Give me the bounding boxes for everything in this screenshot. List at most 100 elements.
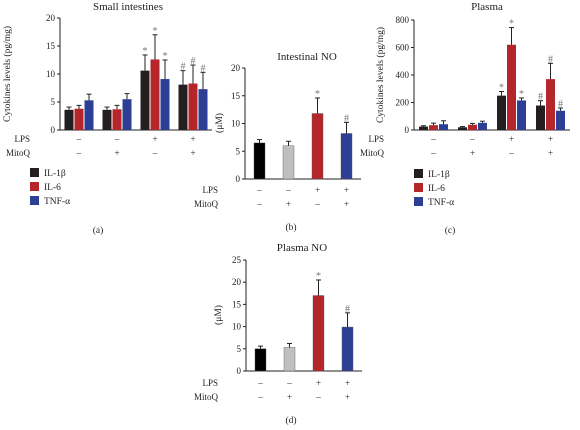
significance-mark: * <box>316 271 321 282</box>
significance-mark: * <box>499 83 504 94</box>
legend-swatch <box>30 196 39 205</box>
bar <box>198 89 208 130</box>
lps-sign: – <box>430 134 436 144</box>
bar <box>458 127 467 130</box>
y-tick-label: 600 <box>396 43 410 53</box>
bar <box>497 95 506 130</box>
legend-label: IL-6 <box>44 183 61 193</box>
bar <box>311 113 324 180</box>
bar <box>150 59 160 130</box>
y-tick-label: 25 <box>232 255 242 265</box>
bar <box>178 84 188 130</box>
panel-label: (a) <box>93 225 104 236</box>
chart-title: Intestinal NO <box>277 51 337 63</box>
y-tick-label: 15 <box>231 91 241 101</box>
significance-mark: # <box>344 113 349 124</box>
significance-mark: # <box>548 54 553 65</box>
bar <box>253 142 266 180</box>
mitoq-row-label: MitoQ <box>194 392 219 402</box>
lps-sign: + <box>315 185 320 195</box>
legend-swatch <box>414 183 423 192</box>
significance-mark: # <box>191 56 196 67</box>
y-tick-label: 200 <box>396 98 410 108</box>
mitoq-sign: – <box>314 199 320 209</box>
y-tick-label: 20 <box>232 277 242 287</box>
lps-row-label: LPS <box>202 378 218 388</box>
significance-mark: # <box>538 92 543 103</box>
significance-mark: * <box>163 51 168 62</box>
mitoq-sign: + <box>345 392 350 402</box>
bar <box>439 124 448 130</box>
panel-label: (b) <box>285 222 296 233</box>
significance-mark: # <box>558 99 563 110</box>
bar <box>429 125 438 130</box>
lps-sign: – <box>286 378 292 388</box>
mitoq-row-label: MitoQ <box>360 148 385 158</box>
chart-title: Plasma NO <box>277 242 327 254</box>
bar <box>112 109 122 130</box>
significance-mark: * <box>143 46 148 57</box>
mitoq-sign: + <box>114 148 119 158</box>
mitoq-sign: + <box>470 148 475 158</box>
significance-mark: # <box>345 304 350 315</box>
chart-title: Small intestines <box>93 1 163 13</box>
y-tick-label: 0 <box>51 125 56 135</box>
panel-label: (d) <box>285 415 296 426</box>
bar <box>419 126 428 130</box>
panel-label: (c) <box>445 225 456 236</box>
bar <box>282 145 295 180</box>
bar <box>507 44 516 130</box>
y-tick-label: 10 <box>231 119 241 129</box>
lps-row-label: LPS <box>14 134 30 144</box>
mitoq-sign: + <box>548 148 553 158</box>
bar <box>556 110 565 130</box>
mitoq-sign: – <box>257 392 263 402</box>
mitoq-sign: – <box>256 199 262 209</box>
lps-sign: – <box>285 185 291 195</box>
lps-sign: + <box>345 378 350 388</box>
bar <box>340 133 353 180</box>
y-tick-label: 15 <box>46 41 56 51</box>
bar <box>478 122 487 130</box>
y-tick-label: 20 <box>46 13 56 23</box>
y-axis-label: (μM) <box>213 305 224 325</box>
y-axis-label: Cytokines levels (pg/mg) <box>375 27 386 123</box>
significance-mark: # <box>201 63 206 74</box>
y-tick-label: 400 <box>396 70 410 80</box>
lps-row-label: LPS <box>368 134 384 144</box>
bar <box>84 100 94 130</box>
y-tick-label: 10 <box>46 69 56 79</box>
bar <box>140 70 150 130</box>
mitoq-sign: + <box>190 148 195 158</box>
y-tick-label: 15 <box>232 299 242 309</box>
bar <box>254 348 267 372</box>
y-axis-label: Cytokines levels (pg/mg) <box>2 26 13 122</box>
legend-swatch <box>414 197 423 206</box>
bar <box>536 105 545 130</box>
legend-label: IL-6 <box>428 184 445 194</box>
mitoq-sign: + <box>344 199 349 209</box>
y-tick-label: 800 <box>396 15 410 25</box>
legend-label: IL-1β <box>44 169 66 179</box>
bar <box>64 109 74 130</box>
y-tick-label: 20 <box>231 63 241 73</box>
chart-title: Plasma <box>471 1 503 13</box>
bar <box>122 99 132 130</box>
significance-mark: * <box>509 19 514 30</box>
bar <box>312 295 325 372</box>
lps-sign: – <box>76 134 82 144</box>
y-tick-label: 10 <box>232 322 242 332</box>
significance-mark: * <box>153 26 158 37</box>
lps-sign: + <box>190 134 195 144</box>
y-tick-label: 0 <box>405 125 410 135</box>
mitoq-row-label: MitoQ <box>6 148 31 158</box>
bar <box>188 83 198 130</box>
mitoq-sign: – <box>152 148 158 158</box>
y-tick-label: 5 <box>51 97 56 107</box>
lps-sign: + <box>509 134 514 144</box>
mitoq-sign: + <box>287 392 292 402</box>
lps-sign: – <box>257 378 263 388</box>
lps-sign: + <box>548 134 553 144</box>
legend-label: TNF-α <box>428 198 454 208</box>
